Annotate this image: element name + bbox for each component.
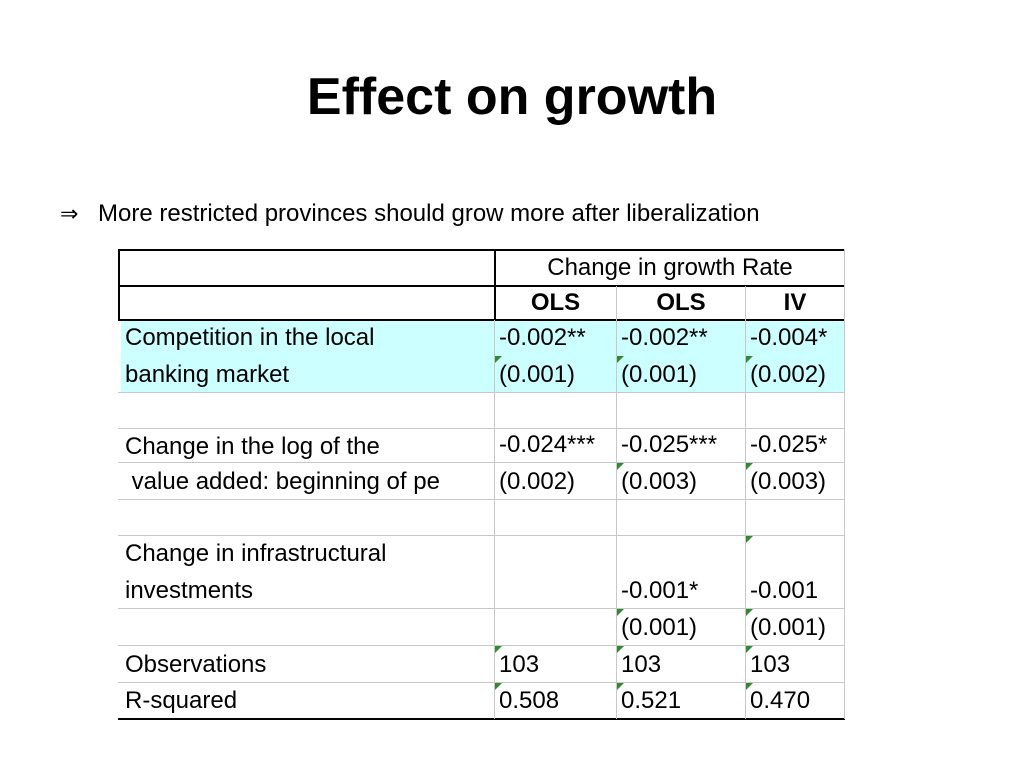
slide-title: Effect on growth <box>306 68 718 126</box>
r-squared-ols1: 0.508 <box>499 687 560 714</box>
cell-marker-icon <box>495 683 502 690</box>
row-label-value-added-2: value added: beginning of pe <box>125 468 440 495</box>
bullet-point: ⇒ More restricted provinces should grow m… <box>60 199 760 230</box>
cell-marker-icon <box>495 356 502 363</box>
implies-arrow-icon: ⇒ <box>60 202 79 227</box>
coef-competition-iv: -0.004* <box>750 324 828 351</box>
coef-infrastructure-ols2: -0.001* <box>621 577 699 604</box>
cell-marker-icon <box>617 683 624 690</box>
cell-marker-icon <box>495 646 502 653</box>
coef-value-added-ols2: -0.025*** <box>621 431 718 458</box>
table-top-border <box>118 249 845 251</box>
se-infrastructure-ols2: (0.001) <box>621 614 698 641</box>
coef-value-added-iv: -0.025* <box>750 431 828 458</box>
row-label-infrastructure-2: investments <box>125 577 254 604</box>
cell-marker-icon <box>746 609 753 616</box>
cell-marker-icon <box>746 463 753 470</box>
se-value-added-ols2: (0.003) <box>621 468 698 495</box>
cell-marker-icon <box>746 646 753 653</box>
regression-table: Change in growth Rate OLS OLS IV Competi… <box>118 249 845 720</box>
se-competition-ols1: (0.001) <box>499 361 576 388</box>
header-bottom-border <box>118 319 845 321</box>
bullet-text: More restricted provinces should grow mo… <box>98 200 760 227</box>
cell-marker-icon <box>746 536 753 543</box>
group-header: Change in growth Rate <box>547 254 793 281</box>
r-squared-ols2: 0.521 <box>621 687 682 714</box>
coef-infrastructure-iv: -0.001 <box>750 577 819 604</box>
se-infrastructure-iv: (0.001) <box>750 614 827 641</box>
se-value-added-iv: (0.003) <box>750 468 827 495</box>
coef-competition-ols1: -0.002** <box>499 324 586 351</box>
header-divider <box>118 285 845 287</box>
table-bottom-border <box>118 718 845 720</box>
se-competition-iv: (0.002) <box>750 361 827 388</box>
row-label-competition-2: banking market <box>125 361 290 388</box>
coef-competition-ols2: -0.002** <box>621 324 708 351</box>
table-left-border <box>118 249 120 320</box>
se-competition-ols2: (0.001) <box>621 361 698 388</box>
cell-marker-icon <box>617 609 624 616</box>
row-label-competition-1: Competition in the local <box>125 324 375 351</box>
cell-marker-icon <box>746 683 753 690</box>
row-label-infrastructure-1: Change in infrastructural <box>125 540 387 567</box>
cell-marker-icon <box>617 646 624 653</box>
column-header-iv: IV <box>783 289 807 316</box>
observations-ols1: 103 <box>499 651 540 678</box>
observations-ols2: 103 <box>621 651 662 678</box>
cell-marker-icon <box>617 356 624 363</box>
cell-marker-icon <box>617 463 624 470</box>
cell-marker-icon <box>746 356 753 363</box>
observations-iv: 103 <box>750 651 791 678</box>
row-label-value-added-1: Change in the log of the <box>125 433 380 460</box>
column-header-ols-2: OLS <box>656 289 706 316</box>
row-label-observations: Observations <box>125 651 267 678</box>
se-value-added-ols1: (0.002) <box>499 468 576 495</box>
header-column-divider <box>494 249 496 320</box>
coef-value-added-ols1: -0.024*** <box>499 431 596 458</box>
column-header-ols-1: OLS <box>530 289 581 316</box>
r-squared-iv: 0.470 <box>750 687 811 714</box>
row-label-r-squared: R-squared <box>125 687 238 714</box>
highlight-row-competition <box>121 320 845 392</box>
